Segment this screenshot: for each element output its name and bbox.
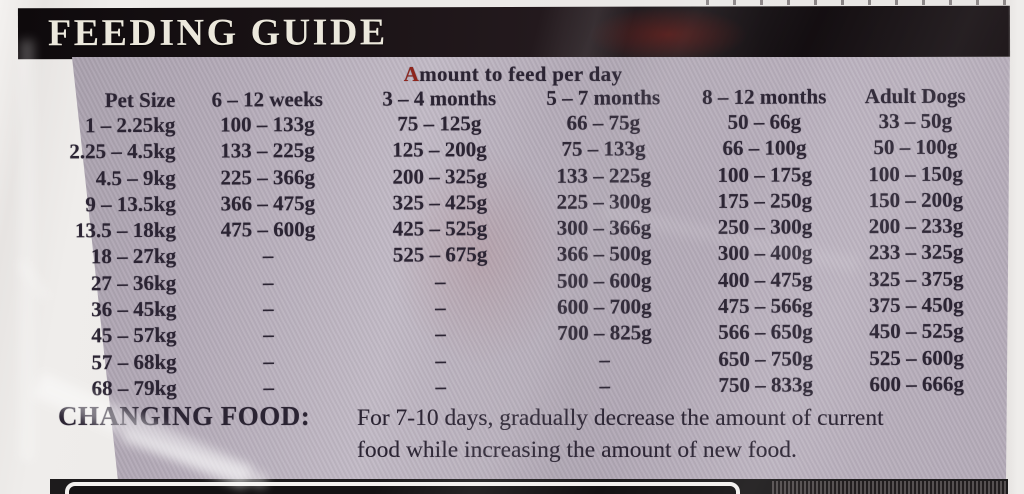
film-sheen [447,6,749,59]
amount-cell: 150 – 200g [868,187,964,212]
amount-cell: 475 – 566g [718,293,813,318]
amount-cell: 133 – 225g [556,162,651,188]
amount-cell: 66 – 75g [566,110,641,135]
amount-cell: 450 – 525g [869,318,964,344]
table-title-rest: mount to feed per day [419,62,623,86]
amount-cell: 133 – 225g [220,138,315,163]
column-header: Pet Size [104,87,176,112]
amount-cell: 700 – 825g [557,320,652,346]
amount-cell: 600 – 700g [557,294,652,319]
amount-cell: 750 – 833g [718,372,814,397]
amount-cell: 525 – 675g [392,242,488,268]
amount-cell: 200 – 325g [392,163,487,189]
column-header: 5 – 7 months [546,84,661,110]
pet-size-cell: 1 – 2.25kg [84,112,176,138]
amount-cell: – [435,347,446,373]
amount-cell: 50 – 100g [873,134,958,160]
amount-cell: – [435,321,446,346]
pet-size-cell: 9 – 13.5kg [85,191,176,217]
amount-cell: 425 – 525g [392,216,488,241]
amount-cell: 566 – 650g [718,319,813,345]
amount-cell: – [263,375,275,400]
amount-cell: – [263,348,274,373]
changing-food-label: CHANGING FOOD: [58,401,311,431]
amount-cell: 75 – 133g [561,136,646,161]
amount-cell: 200 – 233g [868,213,964,239]
amount-cell: 250 – 300g [717,214,813,240]
bottom-striped-texture [772,481,1006,494]
pet-size-cell: 4.5 – 9kg [95,165,176,190]
table-title-first-letter: A [403,62,420,86]
table-title: Amount to feed per day [38,62,988,87]
pet-size-cell: 45 – 57kg [91,323,177,348]
pet-size-cell: 68 – 79kg [91,375,177,401]
column-header: Adult Dogs [864,83,966,108]
amount-cell: – [262,243,274,268]
cropped-text-marks [706,0,1016,5]
amount-cell: 225 – 366g [220,164,315,190]
amount-cell: 366 – 500g [556,241,652,267]
amount-cell: 300 – 366g [556,215,652,240]
amount-cell: 225 – 300g [556,189,652,214]
amount-cell: 400 – 475g [717,267,813,292]
amount-cell: 300 – 400g [717,240,813,266]
amount-cell: 100 – 133g [220,111,315,137]
feeding-guide-title: FEEDING GUIDE [47,11,388,55]
amount-cell: 125 – 200g [392,137,487,162]
amount-cell: – [599,373,611,398]
film-highlight [20,40,34,460]
amount-cell: 233 – 325g [868,240,964,265]
column-header: 6 – 12 weeks [211,86,324,112]
amount-cell: 50 – 66g [727,109,802,134]
amount-cell: – [263,322,274,347]
amount-cell: 375 – 450g [869,292,964,318]
changing-food-description: For 7-10 days, gradually decrease the am… [357,402,1017,466]
amount-cell: 325 – 375g [868,266,964,291]
column-header: 8 – 12 months [702,83,827,109]
pet-size-cell: 36 – 45kg [91,296,177,322]
amount-cell: 600 – 666g [869,371,965,397]
amount-cell: – [262,269,274,295]
amount-cell: 525 – 600g [869,345,964,370]
amount-cell: – [435,374,447,399]
amount-cell: – [263,296,274,321]
amount-cell: 66 – 100g [722,135,807,161]
pet-size-cell: 18 – 27kg [90,244,177,269]
amount-cell: 325 – 425g [392,189,488,215]
amount-cell: 175 – 250g [717,188,813,213]
amount-cell: – [434,269,446,294]
amount-cell: 650 – 750g [718,346,813,371]
amount-cell: 100 – 150g [868,161,963,186]
feeding-table: Pet Size 6 – 12 weeks 3 – 4 months 5 – 7 mo… [37,82,989,403]
changing-food-line1: For 7-10 days, gradually decrease the am… [357,405,884,431]
amount-cell: 366 – 475g [220,190,316,216]
package-bottom-band [50,479,1008,494]
amount-cell: 100 – 175g [717,161,812,187]
bottom-panel-box [65,482,740,494]
changing-food-line2: food while increasing the amount of new … [357,437,797,463]
amount-cell: – [599,347,610,372]
feeding-guide-panel [0,57,1010,481]
amount-cell: 75 – 125g [397,111,482,136]
pet-size-cell: 2.25 – 4.5kg [69,139,176,164]
amount-cell: 500 – 600g [556,267,652,293]
pet-size-cell: 27 – 36kg [90,270,177,295]
amount-cell: 33 – 50g [878,108,953,134]
column-header: 3 – 4 months [382,85,497,111]
pet-size-cell: 57 – 68kg [91,349,177,374]
amount-cell: – [435,295,446,320]
pet-size-cell: 13.5 – 18kg [74,217,176,243]
feeding-guide-header-bar: FEEDING GUIDE [17,5,1011,60]
red-ghost-tint [390,147,570,367]
amount-cell: 475 – 600g [220,217,316,242]
